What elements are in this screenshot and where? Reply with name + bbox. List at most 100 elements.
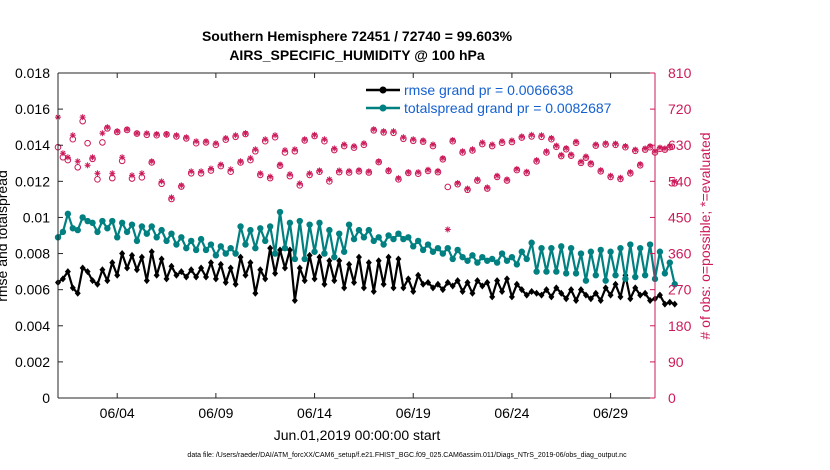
totalspread-point <box>286 219 294 227</box>
totalspread-point <box>345 221 353 228</box>
rmse-point <box>385 253 392 261</box>
totalspread-point <box>434 244 442 252</box>
obs-evaluated-marker <box>163 130 170 137</box>
rmse-point <box>602 284 609 292</box>
totalspread-point <box>94 228 101 236</box>
totalspread-point <box>64 210 72 218</box>
totalspread-point <box>79 214 86 221</box>
totalspread-point <box>114 234 121 241</box>
rmse-point <box>89 277 96 285</box>
obs-possible-marker <box>99 139 106 146</box>
rmse-point <box>114 271 121 279</box>
legend-marker-rmse <box>379 86 387 94</box>
obs-evaluated-marker <box>242 130 249 137</box>
y-tick-label: 0.006 <box>15 282 50 298</box>
rmse-point <box>267 244 274 252</box>
obs-possible-marker <box>84 139 91 147</box>
rmse-point <box>346 260 353 268</box>
totalspread-point <box>498 250 506 257</box>
obs-evaluated-marker <box>262 136 269 143</box>
obs-evaluated-marker <box>99 130 106 137</box>
obs-evaluated-marker <box>587 159 594 166</box>
obs-evaluated-marker <box>227 166 234 173</box>
rmse-point <box>494 277 501 285</box>
rmse-point <box>153 271 160 279</box>
obs-evaluated-marker <box>252 146 259 153</box>
obs-evaluated-marker <box>143 130 150 137</box>
rmse-point <box>94 280 101 288</box>
obs-evaluated-marker <box>257 170 264 177</box>
totalspread-point <box>597 246 604 254</box>
rmse-point <box>612 280 619 288</box>
obs-evaluated-marker <box>306 170 313 177</box>
obs-evaluated-marker <box>410 136 417 143</box>
totalspread-point <box>567 244 575 252</box>
obs-evaluated-marker <box>301 136 308 143</box>
obs-evaluated-marker <box>207 165 214 172</box>
rmse-point <box>163 275 170 283</box>
totalspread-point <box>207 241 215 248</box>
totalspread-point <box>252 244 259 252</box>
rmse-point <box>503 275 510 283</box>
totalspread-point <box>419 246 427 254</box>
rmse-point <box>296 264 303 272</box>
obs-evaluated-marker <box>232 132 239 139</box>
obs-evaluated-marker <box>597 167 604 174</box>
obs-evaluated-marker <box>217 161 224 168</box>
totalspread-point <box>84 217 91 225</box>
totalspread-point <box>74 226 81 234</box>
obs-evaluated-marker <box>533 157 540 164</box>
y-tick-label: 0.004 <box>15 318 50 334</box>
y-tick-label: 0.018 <box>15 65 50 81</box>
rmse-point <box>425 278 432 286</box>
totalspread-point <box>395 230 402 237</box>
obs-evaluated-marker <box>178 182 185 189</box>
rmse-point <box>533 289 540 297</box>
x-tick-label: 06/24 <box>494 405 529 421</box>
rmse-point <box>341 284 348 292</box>
totalspread-point <box>484 257 491 264</box>
obs-evaluated-marker <box>548 135 555 141</box>
rmse-point <box>617 293 624 301</box>
rmse-point <box>558 289 565 297</box>
totalspread-point <box>291 255 299 263</box>
totalspread-point <box>227 244 234 252</box>
obs-evaluated-marker <box>508 137 515 144</box>
rmse-point <box>365 259 372 267</box>
obs-evaluated-marker <box>311 131 318 138</box>
totalspread-point <box>562 270 570 277</box>
totalspread-point <box>266 223 274 230</box>
legend: rmse grand pr = 0.0066638 totalspread gr… <box>366 82 612 116</box>
rmse-point <box>232 280 239 288</box>
totalspread-point <box>449 255 456 263</box>
y-right-tick-label: 0 <box>668 390 676 406</box>
obs-evaluated-marker <box>543 148 550 155</box>
rmse-point <box>104 277 111 285</box>
totalspread-point <box>523 255 530 263</box>
obs-evaluated-marker <box>474 176 481 183</box>
legend-label-rmse: rmse grand pr = 0.0066638 <box>404 82 573 98</box>
obs-evaluated-marker <box>341 141 348 148</box>
obs-evaluated-marker <box>390 128 397 135</box>
totalspread-point <box>148 223 155 230</box>
rmse-point <box>212 275 219 283</box>
obs-evaluated-marker <box>671 178 678 185</box>
rmse-point <box>237 253 244 261</box>
y-axis-right-label: # of obs: o=possible; *=evaluated <box>697 132 713 339</box>
obs-evaluated-marker <box>370 126 377 133</box>
rmse-point <box>390 284 397 292</box>
totalspread-point <box>405 234 412 241</box>
rmse-point <box>138 253 145 261</box>
totalspread-point <box>656 248 664 255</box>
obs-evaluated-marker <box>119 154 126 161</box>
obs-evaluated-marker <box>538 132 545 139</box>
obs-evaluated-marker <box>133 130 140 137</box>
rmse-point <box>587 295 594 303</box>
obs-evaluated-marker <box>247 155 254 162</box>
totalspread-point <box>163 237 170 245</box>
obs-evaluated-marker <box>291 146 298 153</box>
rmse-point <box>69 284 76 292</box>
y-tick-label: 0.01 <box>23 209 50 225</box>
totalspread-point <box>380 241 387 248</box>
